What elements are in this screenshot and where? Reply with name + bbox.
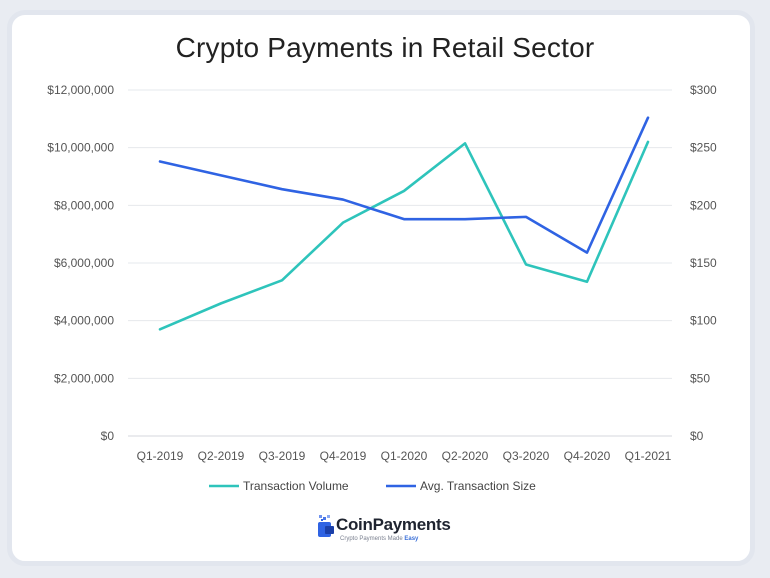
x-tick-label: Q3-2019 (259, 449, 306, 463)
coinpayments-logo-icon (318, 515, 334, 537)
right-tick-label: $200 (690, 198, 717, 212)
left-tick-label: $8,000,000 (54, 198, 114, 212)
series-lines (158, 116, 650, 331)
transaction-volume-line (158, 140, 650, 331)
x-tick-label: Q1-2019 (137, 449, 184, 463)
grid-lines (128, 89, 672, 437)
left-tick-label: $10,000,000 (47, 141, 114, 155)
right-tick-label: $150 (690, 256, 717, 270)
right-tick-label: $0 (690, 429, 704, 443)
legend-label: Transaction Volume (243, 479, 349, 493)
x-tick-label: Q3-2020 (503, 449, 550, 463)
avg-transaction-size-line (158, 116, 650, 254)
right-tick-label: $250 (690, 141, 717, 155)
chart-title: Crypto Payments in Retail Sector (175, 32, 595, 63)
x-tick-label: Q1-2020 (381, 449, 428, 463)
legend: Transaction Volume Avg. Transaction Size (209, 479, 536, 493)
coinpayments-logo: CoinPayments Crypto Payments Made Easy (316, 510, 456, 550)
left-tick-label: $12,000,000 (47, 83, 114, 97)
x-tick-label: Q4-2019 (320, 449, 367, 463)
legend-label: Avg. Transaction Size (420, 479, 536, 493)
right-axis-ticks: $0 $50 $100 $150 $200 $250 $300 (690, 83, 717, 443)
brand-tagline: Crypto Payments Made Easy (340, 536, 418, 542)
left-tick-label: $6,000,000 (54, 256, 114, 270)
brand-name: CoinPayments (336, 515, 451, 534)
right-tick-label: $50 (690, 371, 710, 385)
left-tick-label: $2,000,000 (54, 371, 114, 385)
x-tick-label: Q2-2020 (442, 449, 489, 463)
left-tick-label: $4,000,000 (54, 314, 114, 328)
left-axis-ticks: $0 $2,000,000 $4,000,000 $6,000,000 $8,000,0… (47, 83, 114, 443)
x-tick-label: Q2-2019 (198, 449, 245, 463)
chart-card (7, 10, 755, 566)
brand-tagline-prefix: Crypto Payments Made (340, 536, 403, 542)
x-tick-label: Q1-2021 (625, 449, 672, 463)
x-axis-ticks: Q1-2019 Q2-2019 Q3-2019 Q4-2019 Q1-2020 Q2-20… (137, 449, 672, 463)
x-tick-label: Q4-2020 (564, 449, 611, 463)
right-tick-label: $300 (690, 83, 717, 97)
brand-tagline-emphasis: Easy (404, 536, 419, 542)
right-tick-label: $100 (690, 314, 717, 328)
left-tick-label: $0 (101, 429, 115, 443)
